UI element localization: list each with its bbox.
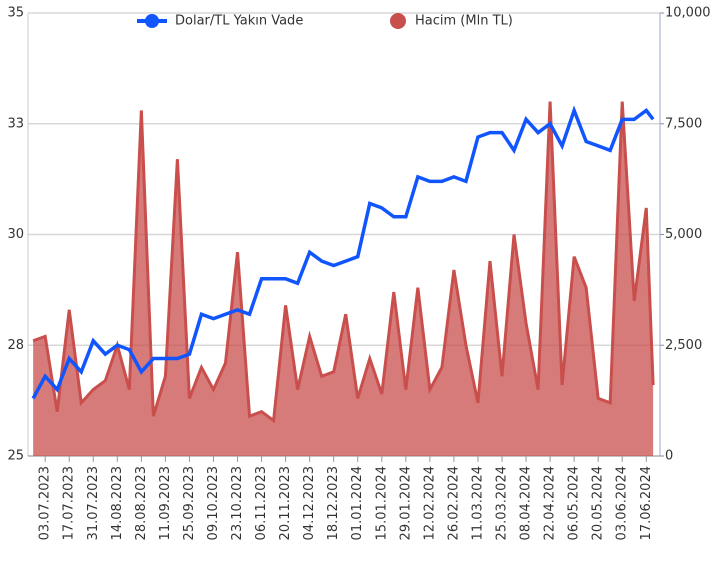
y2-tick-label: 2,500: [665, 338, 702, 353]
x-tick-label: 06.11.2023: [254, 466, 269, 540]
x-tick-label: 18.12.2023: [326, 466, 341, 540]
y-tick-label: 35: [7, 6, 24, 21]
y2-tick-label: 10,000: [665, 6, 711, 21]
x-tick-label: 20.11.2023: [278, 466, 293, 540]
x-tick-label: 09.10.2023: [206, 466, 221, 540]
legend-label: Hacim (Mln TL): [415, 14, 513, 29]
y-tick-label: 28: [7, 338, 24, 353]
x-tick-label: 28.08.2023: [134, 466, 149, 540]
x-tick-label: 17.07.2023: [62, 466, 77, 540]
y-tick-label: 30: [7, 227, 24, 242]
x-tick-label: 03.06.2024: [615, 466, 630, 540]
area-fill: [33, 101, 654, 456]
x-tick-label: 14.08.2023: [110, 466, 125, 540]
x-tick-label: 20.05.2024: [591, 466, 606, 540]
x-tick-label: 22.04.2024: [543, 466, 558, 540]
y2-tick-label: 7,500: [665, 116, 702, 131]
x-tick-label: 04.12.2023: [302, 466, 317, 540]
legend-label: Dolar/TL Yakın Vade: [175, 14, 303, 29]
y2-tick-label: 5,000: [665, 227, 702, 242]
line: [31, 105, 655, 400]
x-tick-label: 03.07.2023: [38, 466, 53, 540]
legend-marker: [390, 13, 406, 29]
x-tick-label: 11.09.2023: [158, 466, 173, 540]
x-tick-label: 01.01.2024: [350, 466, 365, 540]
x-tick-label: 26.02.2024: [446, 466, 461, 540]
x-tick-label: 11.03.2024: [470, 466, 485, 540]
x-tick-label: 15.01.2024: [374, 466, 389, 540]
x-tick-label: 17.06.2024: [639, 466, 654, 540]
x-tick-label: 08.04.2024: [519, 466, 534, 540]
legend-marker: [145, 14, 159, 28]
x-tick-label: 31.07.2023: [86, 466, 101, 540]
x-tick-label: 23.10.2023: [230, 466, 245, 540]
y-tick-label: 25: [7, 449, 24, 464]
y-tick-label: 33: [7, 116, 24, 131]
x-tick-label: 25.09.2023: [182, 466, 197, 540]
area-line: [32, 101, 655, 424]
y2-tick-label: 0: [665, 449, 673, 464]
x-tick-label: 06.05.2024: [567, 466, 582, 540]
x-tick-label: 29.01.2024: [398, 466, 413, 540]
x-tick-label: 12.02.2024: [422, 466, 437, 540]
x-tick-label: 25.03.2024: [495, 466, 510, 540]
